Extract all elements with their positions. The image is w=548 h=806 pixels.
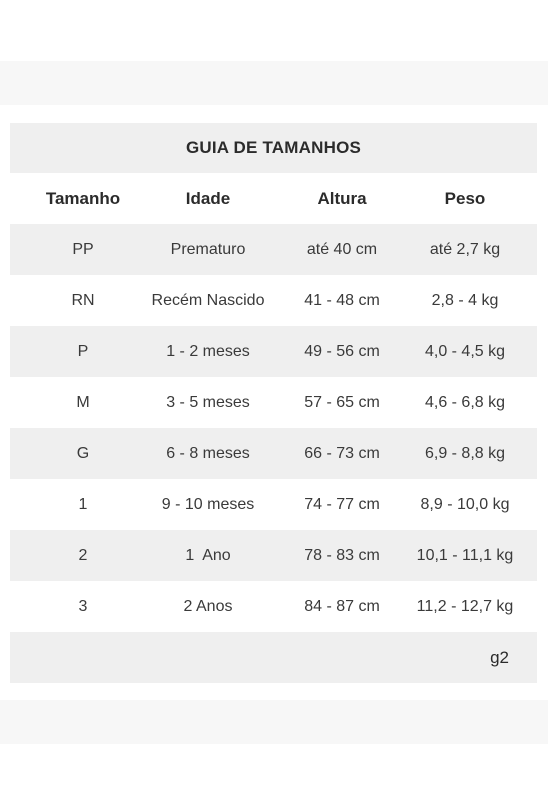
cell-peso: 8,9 - 10,0 kg [420, 495, 510, 513]
cell-altura: 74 - 77 cm [304, 495, 380, 513]
cell-altura: 66 - 73 cm [304, 444, 380, 462]
cell-tamanho: PP [72, 240, 94, 258]
cell-idade: 9 - 10 meses [161, 495, 255, 513]
bottom-band [0, 700, 548, 744]
table-row: G 6 - 8 meses 66 - 73 cm 6,9 - 8,8 kg [10, 428, 537, 479]
cell-idade: 1 - 2 meses [166, 342, 250, 360]
cell-tamanho: M [76, 393, 90, 411]
cell-altura: 49 - 56 cm [304, 342, 380, 360]
cell-tamanho: 3 [78, 597, 88, 615]
table-row: M 3 - 5 meses 57 - 65 cm 4,6 - 6,8 kg [10, 377, 537, 428]
cell-tamanho: 2 [78, 546, 88, 564]
table-title-row: GUIA DE TAMANHOS [10, 123, 537, 173]
cell-altura: 84 - 87 cm [304, 597, 380, 615]
cell-altura: 57 - 65 cm [304, 393, 380, 411]
cell-tamanho: P [77, 342, 89, 360]
cell-idade: Prematuro [170, 240, 246, 258]
table-header-row: Tamanho Idade Altura Peso [10, 173, 537, 224]
cell-peso: 2,8 - 4 kg [431, 291, 499, 309]
cell-altura: 41 - 48 cm [304, 291, 380, 309]
cell-idade: 2 Anos [183, 597, 233, 615]
footer-note: g2 [490, 647, 509, 667]
cell-idade: 1 Ano [185, 546, 231, 564]
cell-idade: 6 - 8 meses [166, 444, 250, 462]
header-tamanho: Tamanho [45, 188, 121, 208]
header-altura: Altura [317, 188, 367, 208]
cell-peso: 10,1 - 11,1 kg [416, 546, 514, 564]
cell-idade: 3 - 5 meses [166, 393, 250, 411]
cell-peso: 6,9 - 8,8 kg [424, 444, 506, 462]
top-band [0, 61, 548, 105]
cell-peso: 4,6 - 6,8 kg [424, 393, 506, 411]
table-row: PP Prematuro até 40 cm até 2,7 kg [10, 224, 537, 275]
cell-tamanho: 1 [78, 495, 88, 513]
table-title: GUIA DE TAMANHOS [185, 138, 362, 157]
cell-tamanho: RN [71, 291, 95, 309]
table-footer-row: g2 [10, 632, 537, 683]
cell-altura: 78 - 83 cm [304, 546, 380, 564]
cell-idade: Recém Nascido [151, 291, 265, 309]
size-guide-table: GUIA DE TAMANHOS Tamanho Idade Altura Pe… [10, 123, 537, 683]
cell-peso: 4,0 - 4,5 kg [424, 342, 506, 360]
header-idade: Idade [185, 188, 231, 208]
table-row: P 1 - 2 meses 49 - 56 cm 4,0 - 4,5 kg [10, 326, 537, 377]
table-row: 2 1 Ano 78 - 83 cm 10,1 - 11,1 kg [10, 530, 537, 581]
table-row: 3 2 Anos 84 - 87 cm 11,2 - 12,7 kg [10, 581, 537, 632]
table-row: 1 9 - 10 meses 74 - 77 cm 8,9 - 10,0 kg [10, 479, 537, 530]
cell-altura: até 40 cm [306, 240, 378, 258]
cell-peso: até 2,7 kg [429, 240, 501, 258]
table-row: RN Recém Nascido 41 - 48 cm 2,8 - 4 kg [10, 275, 537, 326]
cell-tamanho: G [76, 444, 90, 462]
cell-peso: 11,2 - 12,7 kg [416, 597, 514, 615]
header-peso: Peso [444, 188, 486, 208]
